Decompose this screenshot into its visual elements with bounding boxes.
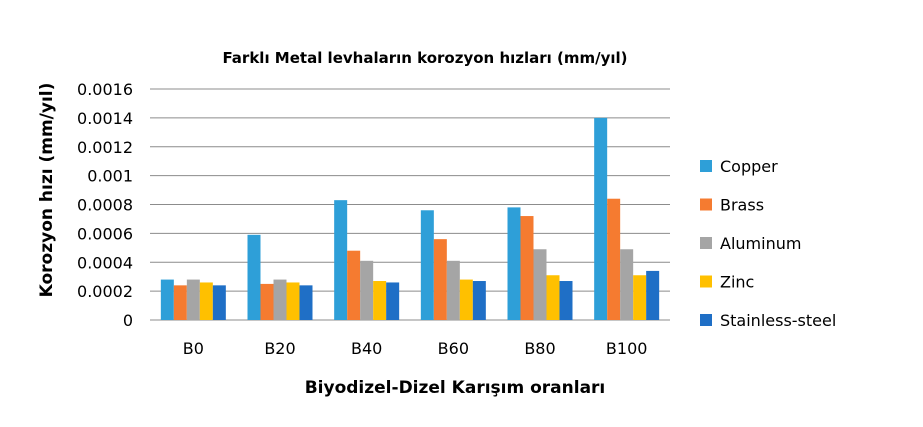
y-tick-label: 0.0012: [77, 138, 133, 157]
legend-label-brass: Brass: [720, 196, 764, 215]
bar-copper-b80: [507, 207, 521, 320]
bar-stainless-steel-b20: [299, 285, 313, 320]
y-tick-label: 0: [123, 311, 133, 330]
legend-swatch-stainless-steel: [700, 314, 712, 326]
x-tick-label: B80: [524, 339, 555, 358]
bar-stainless-steel-b80: [559, 281, 573, 320]
bar-aluminum-b80: [533, 249, 547, 320]
bar-stainless-steel-b40: [386, 282, 400, 320]
bar-aluminum-b0: [186, 279, 200, 320]
legend-label-aluminum: Aluminum: [720, 234, 801, 253]
bar-zinc-b80: [546, 275, 560, 320]
chart-title: Farklı Metal levhaların korozyon hızları…: [222, 49, 627, 67]
bar-brass-b20: [260, 283, 274, 320]
legend-swatch-copper: [700, 160, 712, 172]
bar-copper-b100: [594, 117, 608, 320]
bar-brass-b40: [347, 250, 361, 320]
x-tick-label: B0: [183, 339, 204, 358]
bar-stainless-steel-b60: [472, 281, 486, 320]
bar-stainless-steel-b100: [646, 270, 660, 320]
bar-stainless-steel-b0: [212, 285, 226, 320]
x-tick-label: B20: [264, 339, 295, 358]
legend-label-zinc: Zinc: [720, 273, 754, 292]
bar-aluminum-b100: [620, 249, 634, 320]
bar-copper-b60: [420, 210, 434, 320]
y-tick-label: 0.0004: [77, 253, 133, 272]
bar-copper-b20: [247, 234, 261, 320]
bar-aluminum-b40: [360, 260, 374, 320]
y-axis-ticks: 0 0.0002 0.0004 0.0006 0.0008 0.001 0.0012 0.00…: [77, 80, 133, 330]
gridlines: [150, 88, 670, 321]
y-tick-label: 0.001: [87, 167, 133, 186]
bar-zinc-b60: [459, 279, 473, 320]
bar-brass-b0: [173, 285, 187, 320]
x-tick-label: B100: [606, 339, 648, 358]
bar-copper-b0: [160, 279, 174, 320]
legend-label-copper: Copper: [720, 157, 778, 176]
bar-brass-b60: [433, 239, 447, 320]
y-tick-label: 0.0006: [77, 224, 133, 243]
bars: [160, 117, 660, 320]
y-axis-title: Korozyon hızı (mm/yıl): [37, 83, 57, 298]
x-tick-label: B40: [351, 339, 382, 358]
y-tick-label: 0.0016: [77, 80, 133, 99]
x-tick-label: B60: [438, 339, 469, 358]
y-tick-label: 0.0008: [77, 196, 133, 215]
legend: Copper Brass Aluminum Zinc Stainless-steel: [700, 157, 836, 330]
y-tick-label: 0.0002: [77, 282, 133, 301]
bar-brass-b100: [607, 198, 621, 320]
y-tick-label: 0.0014: [77, 109, 133, 128]
bar-aluminum-b60: [446, 260, 460, 320]
legend-swatch-aluminum: [700, 237, 712, 249]
x-axis-ticks: B0 B20 B40 B60 B80 B100: [183, 339, 648, 358]
bar-zinc-b100: [633, 275, 647, 320]
bar-copper-b40: [334, 200, 348, 320]
legend-swatch-zinc: [700, 275, 712, 288]
x-axis-title: Biyodizel-Dizel Karışım oranları: [305, 378, 606, 398]
bar-aluminum-b20: [273, 279, 287, 320]
bar-zinc-b0: [199, 282, 213, 320]
legend-swatch-brass: [700, 198, 712, 211]
legend-label-stainless-steel: Stainless-steel: [720, 311, 836, 330]
bar-zinc-b20: [286, 282, 300, 320]
bar-brass-b80: [520, 216, 534, 320]
bar-zinc-b40: [373, 281, 387, 320]
